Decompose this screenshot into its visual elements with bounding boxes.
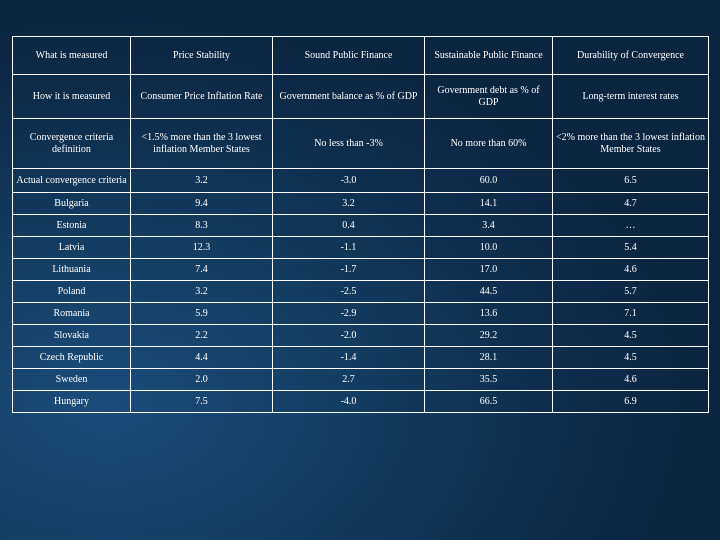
row-label: Lithuania [13, 259, 131, 281]
cell: 2.2 [131, 325, 273, 347]
convergence-table: What is measured Price Stability Sound P… [12, 36, 709, 413]
cell: 0.4 [273, 215, 425, 237]
table-row: Hungary7.5-4.066.56.9 [13, 391, 709, 413]
cell: -1.4 [273, 347, 425, 369]
cell: 6.5 [553, 169, 709, 193]
table-row-definition: Convergence criteria definition <1.5% mo… [13, 119, 709, 169]
table-header-row: What is measured Price Stability Sound P… [13, 37, 709, 75]
cell: 3.2 [131, 169, 273, 193]
cell: 10.0 [425, 237, 553, 259]
col-header: Price Stability [131, 37, 273, 75]
cell: Consumer Price Inflation Rate [131, 75, 273, 119]
cell: 60.0 [425, 169, 553, 193]
cell: No less than -3% [273, 119, 425, 169]
cell: 5.4 [553, 237, 709, 259]
row-label: Convergence criteria definition [13, 119, 131, 169]
cell: 3.2 [131, 281, 273, 303]
cell: 6.9 [553, 391, 709, 413]
cell: 12.3 [131, 237, 273, 259]
col-header: Sustainable Public Finance [425, 37, 553, 75]
table-row: Poland3.2-2.544.55.7 [13, 281, 709, 303]
cell: 35.5 [425, 369, 553, 391]
cell: 8.3 [131, 215, 273, 237]
cell: … [553, 215, 709, 237]
cell: -4.0 [273, 391, 425, 413]
cell: Government balance as % of GDP [273, 75, 425, 119]
table-row-actual: Actual convergence criteria 3.2 -3.0 60.… [13, 169, 709, 193]
cell: -1.7 [273, 259, 425, 281]
cell: 28.1 [425, 347, 553, 369]
cell: -2.5 [273, 281, 425, 303]
cell: -2.9 [273, 303, 425, 325]
cell: 17.0 [425, 259, 553, 281]
cell: 4.5 [553, 347, 709, 369]
cell: 4.6 [553, 259, 709, 281]
table-row-how: How it is measured Consumer Price Inflat… [13, 75, 709, 119]
table-row: Estonia8.30.43.4… [13, 215, 709, 237]
row-label: Hungary [13, 391, 131, 413]
table-row: Slovakia2.2-2.029.24.5 [13, 325, 709, 347]
col-header: What is measured [13, 37, 131, 75]
table-row: Sweden2.02.735.54.6 [13, 369, 709, 391]
cell: 2.0 [131, 369, 273, 391]
cell: 7.1 [553, 303, 709, 325]
row-label: Czech Republic [13, 347, 131, 369]
cell: 14.1 [425, 193, 553, 215]
cell: 7.4 [131, 259, 273, 281]
row-label: Estonia [13, 215, 131, 237]
cell: -1.1 [273, 237, 425, 259]
cell: Long-term interest rates [553, 75, 709, 119]
cell: -2.0 [273, 325, 425, 347]
row-label: Actual convergence criteria [13, 169, 131, 193]
row-label: Poland [13, 281, 131, 303]
row-label: Latvia [13, 237, 131, 259]
page-title: Satisfying convergence criteria – Conver… [0, 0, 720, 36]
cell: Government debt as % of GDP [425, 75, 553, 119]
row-label: Bulgaria [13, 193, 131, 215]
cell: No more than 60% [425, 119, 553, 169]
row-label: Sweden [13, 369, 131, 391]
table-row: Lithuania7.4-1.717.04.6 [13, 259, 709, 281]
cell: 3.4 [425, 215, 553, 237]
row-label: Romania [13, 303, 131, 325]
cell: 66.5 [425, 391, 553, 413]
cell: <2% more than the 3 lowest inflation Mem… [553, 119, 709, 169]
cell: 9.4 [131, 193, 273, 215]
cell: 4.4 [131, 347, 273, 369]
col-header: Durability of Convergence [553, 37, 709, 75]
cell: 4.7 [553, 193, 709, 215]
cell: 29.2 [425, 325, 553, 347]
cell: 4.6 [553, 369, 709, 391]
cell: 3.2 [273, 193, 425, 215]
cell: 7.5 [131, 391, 273, 413]
cell: 2.7 [273, 369, 425, 391]
cell: 5.7 [553, 281, 709, 303]
row-label: How it is measured [13, 75, 131, 119]
cell: 5.9 [131, 303, 273, 325]
table-row: Bulgaria9.43.214.14.7 [13, 193, 709, 215]
cell: 44.5 [425, 281, 553, 303]
table-row: Latvia12.3-1.110.05.4 [13, 237, 709, 259]
cell: <1.5% more than the 3 lowest inflation M… [131, 119, 273, 169]
row-label: Slovakia [13, 325, 131, 347]
cell: 13.6 [425, 303, 553, 325]
table-row: Czech Republic4.4-1.428.14.5 [13, 347, 709, 369]
cell: 4.5 [553, 325, 709, 347]
col-header: Sound Public Finance [273, 37, 425, 75]
table-row: Romania5.9-2.913.67.1 [13, 303, 709, 325]
cell: -3.0 [273, 169, 425, 193]
